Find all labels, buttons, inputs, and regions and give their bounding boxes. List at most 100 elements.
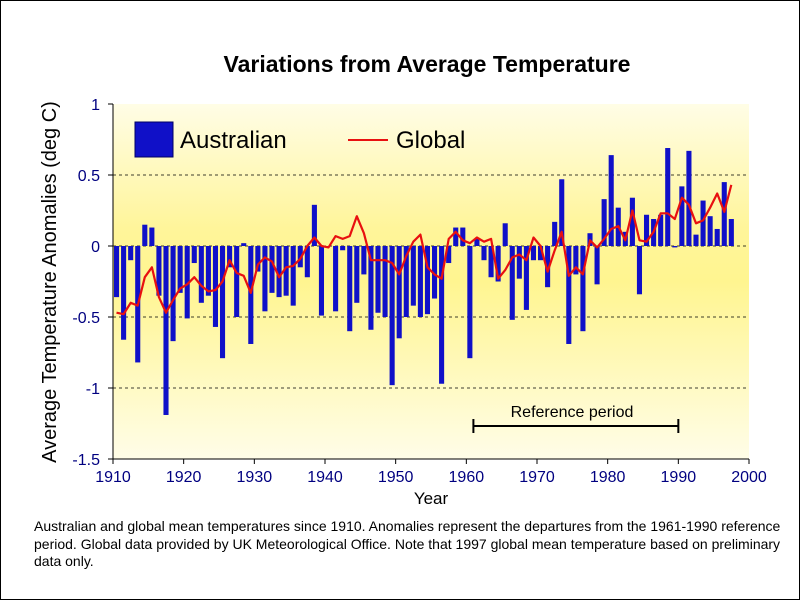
bar-australian [248, 246, 254, 344]
bar-australian [530, 246, 537, 261]
bar-australian [149, 227, 155, 246]
bar-australian [700, 200, 706, 246]
reference-period-marker: Reference period [472, 404, 680, 433]
bar-australian [290, 246, 296, 306]
bar-australian [439, 246, 445, 384]
bar-australian [403, 246, 409, 317]
bar-australian [686, 150, 692, 246]
x-tick-label: 1930 [237, 469, 273, 486]
bar-australian [375, 246, 381, 313]
x-tick-label: 2000 [731, 469, 767, 486]
bar-australian [304, 246, 310, 278]
legend-swatch-australian [134, 121, 174, 158]
bar-australian [347, 246, 353, 332]
bar-australian [241, 243, 247, 246]
bar-australian [728, 219, 734, 246]
bar-australian [594, 246, 600, 285]
legend-label-australian: Australian [180, 127, 287, 154]
bar-australian [113, 246, 120, 298]
bar-australian [460, 227, 466, 246]
bar-australian [184, 246, 190, 319]
bar-australian [516, 246, 522, 279]
bar-australian [643, 214, 650, 246]
axes [112, 104, 749, 460]
bar-australian [156, 246, 162, 296]
bar-australian [665, 148, 671, 246]
bar-australian [198, 246, 204, 303]
x-tick-label: 1990 [661, 469, 697, 486]
bar-australian [509, 246, 515, 320]
bar-australian [453, 227, 459, 246]
bar-australian [679, 186, 685, 246]
bar-australian [205, 246, 211, 296]
bar-australian [721, 182, 727, 246]
bar-australian [163, 246, 169, 415]
bar-australian [219, 246, 226, 359]
gridlines [113, 174, 749, 389]
x-tick-label: 1960 [449, 469, 485, 486]
x-tick-label: 1950 [378, 469, 414, 486]
y-tick-label: -0.5 [72, 310, 100, 327]
chart-title: Variations from Average Temperature [224, 51, 631, 77]
bar-australian [361, 246, 367, 275]
bar-australian [389, 246, 395, 386]
bar-australian [707, 216, 713, 246]
bar-australian [573, 246, 579, 275]
y-tick-label: 0 [91, 239, 100, 256]
bar-australian [431, 246, 438, 299]
bar-australian [269, 246, 275, 293]
bar-australian [552, 221, 558, 246]
bar-australian [446, 246, 452, 264]
plot-area [113, 104, 749, 459]
bar-australian [502, 223, 508, 246]
australian-bars [113, 148, 734, 415]
reference-period-label: Reference period [511, 404, 634, 421]
bar-australian [170, 246, 176, 342]
bar-australian [672, 246, 678, 248]
bar-australian [318, 246, 325, 316]
bar-australian [495, 246, 501, 282]
bar-australian [212, 246, 219, 327]
bar-australian [580, 246, 586, 332]
bar-australian [410, 246, 416, 306]
x-tick-label: 1920 [166, 469, 202, 486]
y-tick-label: 1 [91, 97, 100, 114]
x-tick-label: 1940 [307, 469, 343, 486]
y-tick-label: -1.5 [72, 452, 100, 469]
x-tick-label: 1910 [95, 469, 131, 486]
x-axis-label: Year [414, 489, 449, 508]
bar-australian [333, 246, 339, 312]
bar-australian [693, 234, 699, 246]
x-tick-label: 1980 [590, 469, 626, 486]
bar-australian [545, 246, 551, 288]
bar-australian [191, 246, 197, 264]
bar-australian [354, 246, 360, 303]
bar-australian [382, 246, 388, 317]
bar-australian [424, 246, 431, 315]
bar-australian [276, 246, 282, 298]
bar-australian [714, 228, 720, 246]
bar-australian [340, 246, 346, 251]
bar-australian [658, 214, 664, 246]
bar-australian [601, 199, 607, 246]
bar-australian [177, 246, 183, 293]
bar-australian [142, 224, 148, 246]
global-line-group [116, 184, 733, 316]
bar-australian [283, 246, 289, 296]
bar-australian [608, 155, 614, 246]
bar-australian [227, 246, 233, 268]
y-axis-label: Average Temperature Anomalies (deg C) [39, 101, 61, 463]
bar-australian [488, 246, 494, 278]
bar-australian [537, 246, 544, 261]
bar-australian [629, 197, 635, 246]
y-tick-label: 0.5 [78, 168, 100, 185]
bar-australian [368, 246, 374, 330]
bar-australian [262, 246, 268, 312]
temperature-chart: Variations from Average Temperature 1 0.5… [39, 51, 767, 508]
bar-australian [417, 246, 423, 317]
bar-australian [566, 246, 572, 344]
figure-caption: Australian and global mean temperatures … [34, 518, 781, 569]
x-tick-label: 1970 [519, 469, 555, 486]
global-series-line [116, 184, 733, 316]
